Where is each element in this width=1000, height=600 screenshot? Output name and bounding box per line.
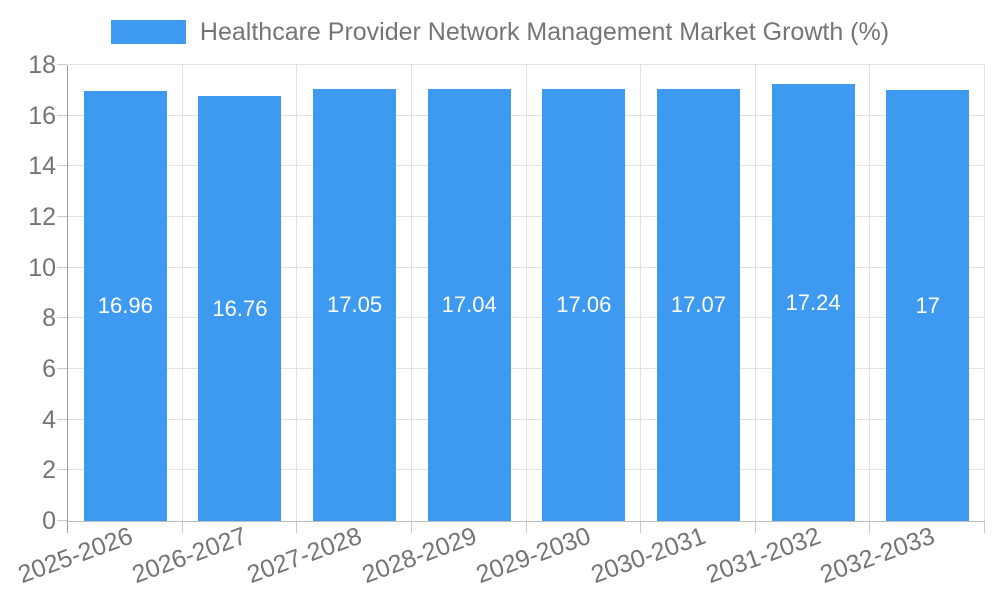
y-tick-label: 18 (28, 51, 56, 79)
y-tick-label: 10 (28, 253, 56, 282)
y-tick-label: 4 (42, 405, 56, 434)
x-tick-mark (181, 521, 183, 533)
y-tick-mark (57, 216, 67, 217)
y-tick-mark (57, 317, 67, 319)
y-tick-mark (57, 418, 67, 420)
x-axis-line (68, 521, 985, 522)
x-gridline (410, 65, 412, 521)
y-gridline (68, 114, 985, 116)
y-gridline (68, 469, 985, 471)
bar[interactable]: 17.07 (656, 88, 740, 521)
x-gridline (754, 65, 756, 521)
y-axis-line (67, 65, 68, 533)
bar[interactable]: 17.24 (771, 84, 855, 521)
y-gridline (68, 266, 985, 268)
y-tick-mark (57, 266, 67, 268)
bar-value-label: 17.04 (441, 292, 497, 318)
legend: Healthcare Provider Network Management M… (0, 19, 1000, 45)
x-gridline (181, 65, 183, 521)
bar-value-label: 17 (915, 292, 940, 318)
y-tick-label: 0 (42, 507, 56, 535)
y-tick-mark (57, 165, 67, 167)
bar-value-label: 17.07 (670, 291, 726, 317)
legend-label[interactable]: Healthcare Provider Network Management M… (199, 18, 890, 46)
y-tick-mark (57, 520, 67, 521)
x-tick-label: 2027-2028 (243, 521, 366, 590)
x-tick-mark (754, 521, 756, 533)
bar-value-label: 17.24 (785, 289, 841, 315)
x-tick-label: 2030-2031 (587, 521, 710, 590)
y-gridline (68, 64, 985, 65)
x-tick-label: 2032-2033 (816, 521, 939, 590)
y-tick-label: 16 (28, 101, 56, 130)
y-tick-mark (57, 469, 67, 471)
y-tick-label: 2 (42, 456, 56, 485)
bar[interactable]: 17.04 (427, 89, 511, 521)
y-tick-label: 6 (42, 355, 56, 383)
y-gridline (68, 418, 985, 420)
bar-value-label: 17.06 (556, 291, 612, 317)
y-tick-label: 8 (42, 304, 56, 333)
x-gridline (869, 65, 871, 521)
x-gridline (984, 65, 985, 521)
y-gridline (68, 368, 985, 369)
bar[interactable]: 16.96 (83, 91, 167, 521)
bar[interactable]: 17 (886, 90, 970, 521)
legend-swatch[interactable] (110, 20, 186, 44)
bar[interactable]: 16.76 (198, 96, 282, 521)
x-tick-mark (410, 521, 412, 533)
bar[interactable]: 17.05 (313, 89, 397, 521)
x-gridline (525, 65, 527, 521)
x-tick-label: 2029-2030 (472, 521, 595, 590)
bar-value-label: 16.76 (212, 295, 268, 321)
y-tick-label: 14 (28, 152, 56, 181)
x-gridline (640, 65, 642, 521)
x-tick-mark (984, 521, 985, 533)
x-gridline (296, 65, 298, 521)
y-tick-mark (57, 368, 67, 369)
x-tick-label: 2028-2029 (358, 521, 480, 590)
x-tick-mark (640, 521, 642, 533)
y-tick-mark (57, 64, 67, 65)
y-gridline (68, 165, 985, 167)
bar-value-label: 17.05 (327, 292, 383, 318)
bar-value-label: 16.96 (97, 293, 153, 319)
x-tick-label: 2031-2032 (701, 521, 824, 590)
x-tick-mark (869, 521, 871, 533)
bar[interactable]: 17.06 (542, 88, 626, 521)
x-tick-mark (525, 521, 527, 533)
y-gridline (68, 317, 985, 319)
y-gridline (68, 216, 985, 217)
y-tick-mark (57, 114, 67, 116)
y-tick-label: 12 (28, 203, 56, 231)
x-tick-mark (296, 521, 298, 533)
x-tick-label: 2026-2027 (128, 521, 251, 590)
